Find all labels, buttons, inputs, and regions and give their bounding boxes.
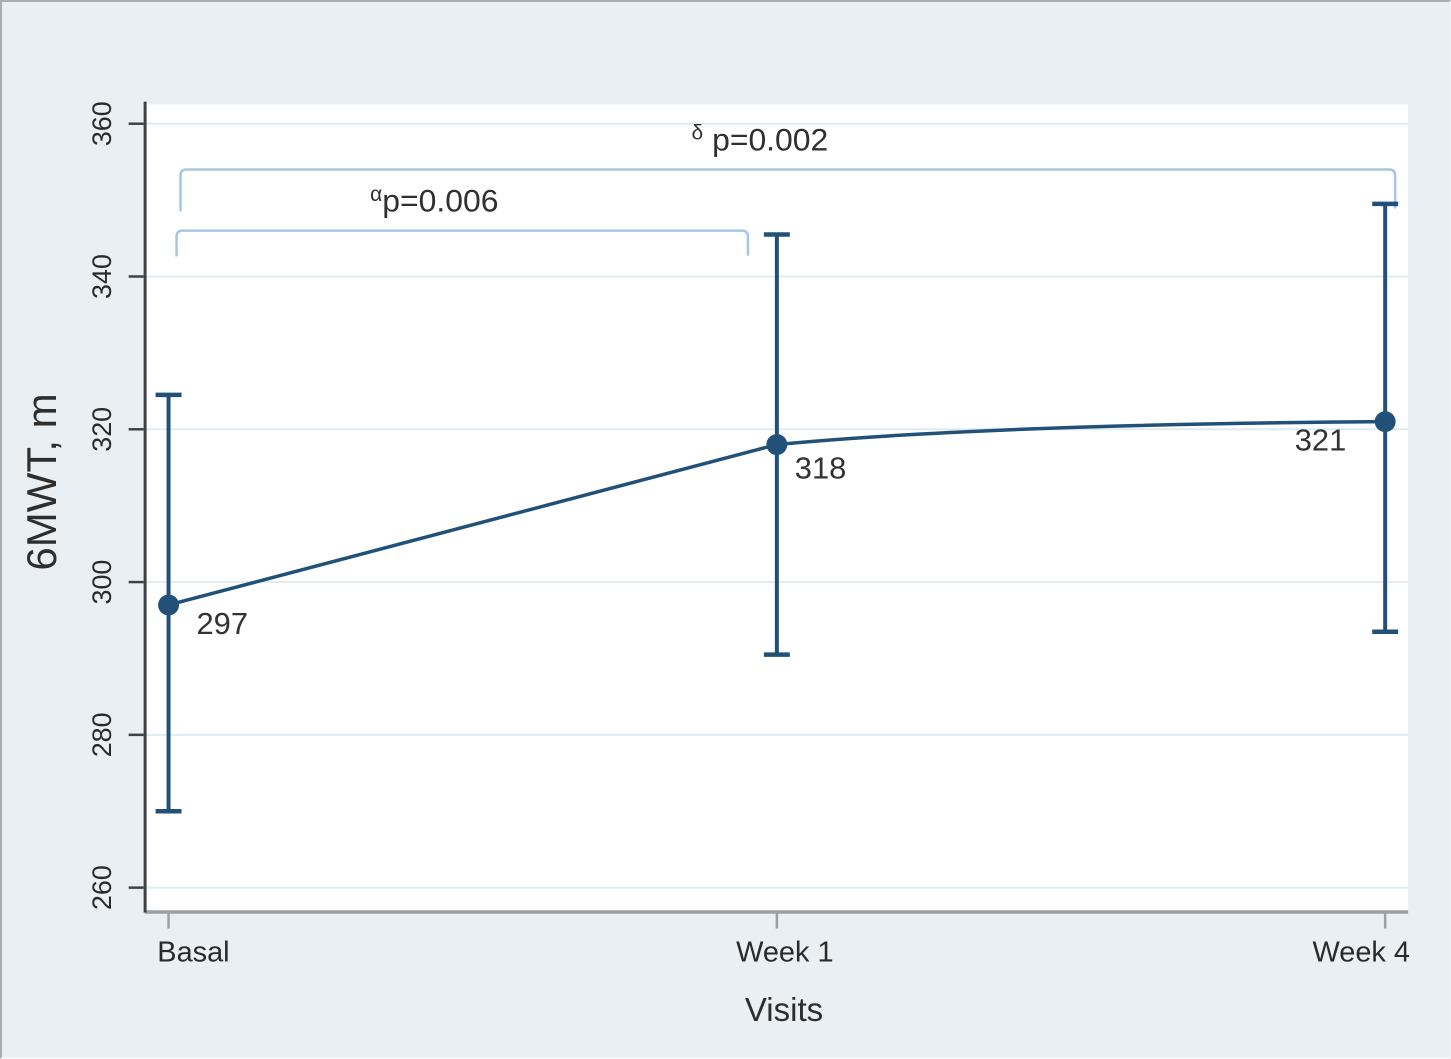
data-point-label: 318 <box>795 450 847 485</box>
series-line <box>168 419 1386 607</box>
y-tick-label: 300 <box>87 560 117 605</box>
data-point-marker <box>158 594 180 616</box>
data-point-marker <box>766 434 788 456</box>
data-point-marker <box>1374 411 1396 433</box>
x-tick-label: Week 1 <box>736 936 833 968</box>
data-point-label: 321 <box>1295 423 1347 458</box>
y-tick-label: 280 <box>87 712 117 757</box>
y-tick-label: 360 <box>87 101 117 146</box>
x-tick-label: Basal <box>157 936 229 968</box>
data-point-label: 297 <box>196 606 248 641</box>
y-tick-label: 260 <box>87 865 117 910</box>
significance-label: δ p=0.002 <box>692 122 829 158</box>
x-tick-label: Week 4 <box>1313 936 1410 968</box>
significance-bracket <box>175 229 750 257</box>
y-tick-label: 320 <box>87 407 117 452</box>
y-tick-label: 340 <box>87 254 117 299</box>
significance-bracket <box>179 168 1397 212</box>
significance-label: αp=0.006 <box>370 183 498 219</box>
